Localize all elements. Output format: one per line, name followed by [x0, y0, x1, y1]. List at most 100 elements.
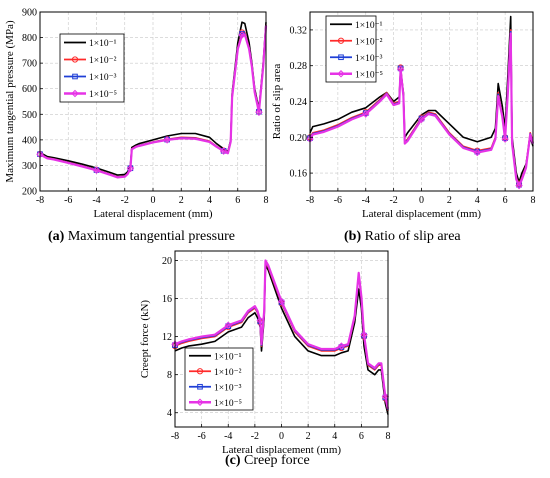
series-3-point: [381, 392, 390, 401]
x-tick-label-3: -2: [389, 195, 397, 206]
legend-marker-2: [72, 73, 78, 80]
x-tick-label-7: 6: [503, 195, 508, 206]
x-tick-label-7: 6: [359, 431, 364, 442]
caption-a: (a) Maximum tangential pressure: [48, 229, 235, 245]
legend-entry-2: 1×10⁻³: [214, 383, 242, 393]
caption-b: (b) Ratio of slip area: [344, 229, 461, 245]
legend-entry-0: 1×10⁻¹: [355, 21, 383, 31]
series-3-point: [277, 297, 286, 306]
x-tick-label-5: 2: [447, 195, 452, 206]
legend-entry-0: 1×10⁻¹: [214, 352, 242, 362]
series-3-point: [238, 31, 246, 39]
legend-entry-1: 1×10⁻²: [214, 368, 242, 378]
y-tick-label-7: 900: [22, 8, 37, 19]
y-tick-label-2: 400: [22, 135, 37, 146]
legend-entry-3: 1×10⁻⁵: [89, 90, 117, 100]
legend-marker-1: [337, 37, 345, 44]
x-tick-label-4: 0: [151, 195, 156, 206]
legend-marker-3: [337, 70, 345, 78]
y-tick-label-3: 500: [22, 110, 37, 121]
y-tick-label-0: 4: [167, 408, 172, 419]
x-tick-label-8: 8: [386, 431, 391, 442]
y-tick-label-1: 8: [167, 370, 172, 381]
legend-box: [325, 15, 377, 83]
x-tick-label-5: 2: [306, 431, 311, 442]
legend-marker-3: [196, 398, 204, 406]
legend-entry-2: 1×10⁻³: [355, 54, 383, 64]
y-tick-label-4: 600: [22, 84, 37, 95]
series-3-point: [255, 108, 263, 116]
caption-c-text: Creep force: [244, 453, 310, 468]
x-tick-label-2: -4: [224, 431, 232, 442]
legend-entry-3: 1×10⁻⁵: [355, 70, 383, 80]
legend-entry-3: 1×10⁻⁵: [214, 399, 242, 409]
legend: 1×10⁻¹ 1×10⁻² 1×10⁻³ 1×10⁻⁵: [184, 347, 254, 411]
y-tick-label-4: 20: [162, 256, 172, 267]
series-3-point: [417, 115, 426, 124]
x-tick-label-3: -2: [121, 195, 129, 206]
x-tick-label-0: -8: [306, 195, 314, 206]
series-3-point: [256, 316, 264, 325]
series-3-point: [219, 147, 228, 155]
y-tick-label-6: 800: [22, 33, 37, 44]
series-3-point: [360, 331, 368, 339]
caption-c: (c) Creep force: [225, 453, 310, 469]
series-line-3: [309, 32, 535, 187]
chart-panel-3: -8 -6 -4 -2 0 2 4 6 8 4 8 12 16 20 Lateral displacemen…: [139, 250, 391, 456]
x-tick-label-4: 0: [419, 195, 424, 206]
y-tick-label-3: 16: [162, 294, 172, 305]
legend-marker-1: [196, 368, 204, 375]
legend-marker-1: [71, 56, 79, 63]
y-tick-label-2: 0.24: [290, 97, 308, 108]
caption-a-letter: (a): [48, 229, 65, 244]
x-tick-label-3: -2: [251, 431, 259, 442]
legend: 1×10⁻¹ 1×10⁻² 1×10⁻³ 1×10⁻⁵: [325, 15, 383, 83]
series-3-point: [473, 148, 481, 157]
series-line-0: [174, 264, 389, 415]
legend-marker-2: [197, 383, 203, 390]
y-tick-label-1: 0.20: [290, 133, 308, 144]
legend-entry-1: 1×10⁻²: [355, 37, 383, 47]
caption-a-text: Maximum tangential pressure: [67, 229, 236, 244]
x-tick-label-1: -6: [197, 431, 205, 442]
x-tick-label-1: -6: [64, 195, 72, 206]
x-tick-label-0: -8: [36, 195, 44, 206]
x-axis-label: Lateral displacement (mm): [93, 208, 212, 220]
x-axis-label: Lateral displacement (mm): [362, 208, 481, 220]
caption-b-text: Ratio of slip area: [364, 229, 461, 244]
series-3-point: [126, 164, 135, 173]
x-tick-label-6: 4: [207, 195, 212, 206]
x-tick-label-8: 8: [264, 195, 269, 206]
series-3-point: [501, 135, 509, 143]
legend-marker-3: [71, 89, 79, 98]
x-axis-label: Lateral displacement (mm): [222, 444, 341, 456]
caption-c-letter: (c): [225, 453, 241, 468]
chart-panel-1: -8 -6 -4 -2 0 2 4 6 8 200 300 400 500 600 700 800 900 Lat…: [4, 8, 269, 221]
y-tick-label-2: 12: [162, 332, 172, 343]
x-tick-label-6: 4: [332, 431, 337, 442]
x-tick-label-6: 4: [475, 195, 480, 206]
series-3-point: [337, 342, 346, 350]
x-tick-label-2: -4: [362, 195, 370, 206]
y-tick-label-3: 0.28: [290, 61, 308, 72]
y-tick-label-1: 300: [22, 161, 37, 172]
y-axis-label: Creept force (kN): [139, 300, 151, 379]
x-tick-label-2: -4: [92, 195, 100, 206]
x-tick-label-0: -8: [171, 431, 179, 442]
y-tick-label-0: 0.16: [290, 169, 308, 180]
caption-b-letter: (b): [344, 229, 362, 244]
x-tick-label-7: 6: [235, 195, 240, 206]
y-tick-label-4: 0.32: [290, 25, 308, 36]
x-tick-label-4: 0: [279, 431, 284, 442]
y-tick-label-0: 200: [22, 187, 37, 198]
chart-panel-2: -8 -6 -4 -2 0 2 4 6 8 0.16 0.20 0.24 0.28 0.32 Lateral…: [271, 11, 536, 220]
x-tick-label-1: -6: [334, 195, 342, 206]
y-tick-label-5: 700: [22, 59, 37, 70]
series-3-point: [163, 136, 171, 144]
x-tick-label-8: 8: [531, 195, 536, 206]
legend-entry-2: 1×10⁻³: [89, 73, 117, 83]
legend-box: [59, 33, 125, 103]
series-line-3: [39, 25, 268, 179]
legend-entry-1: 1×10⁻²: [89, 56, 117, 66]
